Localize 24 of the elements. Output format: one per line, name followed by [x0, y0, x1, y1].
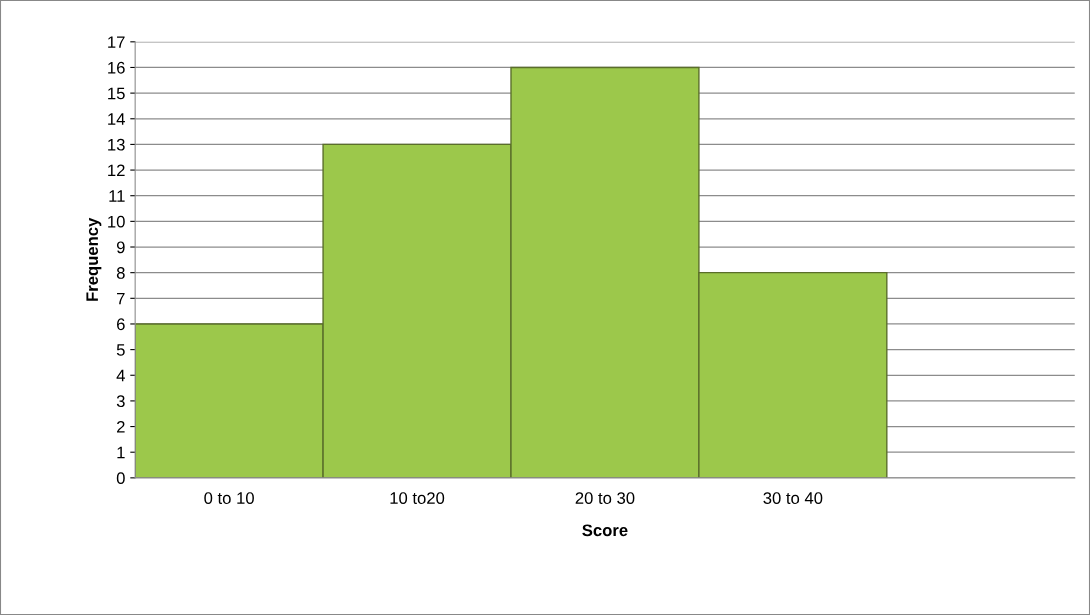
- x-tick-label: 10 to20: [390, 492, 445, 504]
- y-axis-title: Frequency: [86, 217, 102, 301]
- y-tick-label: 12: [108, 164, 125, 177]
- y-tick-label: 4: [116, 369, 125, 382]
- x-tick-label: 30 to 40: [763, 492, 823, 504]
- y-tick-label: 10: [108, 215, 125, 228]
- y-tick-label: 1: [117, 446, 125, 459]
- x-axis-title: Score: [582, 524, 628, 537]
- y-tick-label: 3: [116, 395, 125, 408]
- y-tick-label: 8: [116, 267, 125, 279]
- y-tick-label: 7: [117, 292, 125, 305]
- y-tick-label: 6: [117, 318, 125, 331]
- y-tick-label: 17: [108, 36, 125, 48]
- y-tick-label: 14: [108, 113, 125, 125]
- y-tick-label: 15: [108, 87, 125, 100]
- y-tick-label: 11: [109, 190, 125, 202]
- y-tick-label: 16: [108, 61, 125, 74]
- x-tick-label: 0 to 10: [204, 492, 254, 504]
- x-tick-label: 20 to 30: [575, 492, 635, 504]
- y-tick-label: 9: [116, 241, 125, 254]
- y-tick-label: 0: [116, 472, 125, 485]
- y-tick-label: 5: [116, 344, 125, 356]
- y-tick-label: 13: [108, 138, 125, 151]
- y-tick-label: 2: [117, 420, 125, 433]
